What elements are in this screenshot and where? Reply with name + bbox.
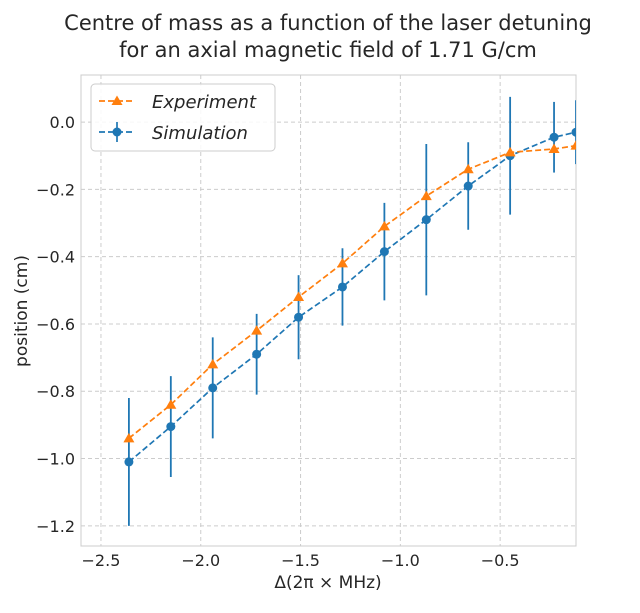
simulation-point: [421, 215, 431, 225]
x-tick-label: −2.0: [181, 551, 220, 570]
x-tick-label: −2.5: [82, 551, 121, 570]
simulation-point: [571, 127, 576, 137]
experiment-point: [548, 143, 560, 154]
plot-clipped: [123, 96, 576, 526]
simulation-point: [337, 282, 347, 292]
chart-title-line-1: Centre of mass as a function of the lase…: [64, 11, 592, 35]
experiment-series-line: [128, 144, 576, 440]
y-tick-label: 0.0: [50, 113, 75, 132]
y-tick-label: −1.0: [36, 450, 75, 469]
x-axis-ticks: −2.5 −2.0 −1.5 −1.0 −0.5: [82, 551, 520, 570]
simulation-point: [124, 457, 134, 467]
experiment-point: [207, 358, 219, 369]
simulation-point: [166, 422, 176, 432]
plot-frame: [80, 74, 577, 547]
legend-experiment-marker: [111, 95, 123, 105]
legend-box: [90, 83, 276, 152]
grid-lines: [81, 75, 576, 546]
legend: Experiment Simulation: [90, 83, 276, 152]
x-tick-label: −1.5: [281, 551, 320, 570]
y-axis-label: position (cm): [12, 255, 32, 367]
y-tick-label: −0.2: [36, 180, 75, 199]
simulation-point: [549, 132, 559, 142]
experiment-point: [123, 432, 135, 443]
experiment-point: [570, 140, 576, 150]
experiment-point: [462, 163, 474, 174]
experiment-point: [504, 146, 516, 157]
simulation-point: [463, 181, 473, 191]
x-tick-label: −0.5: [481, 551, 520, 570]
simulation-point: [294, 312, 304, 322]
experiment-point: [251, 325, 263, 335]
chart-title-line-2: for an axial magnetic field of 1.71 G/cm: [119, 38, 537, 62]
y-tick-label: −0.6: [36, 315, 75, 334]
simulation-point: [208, 383, 218, 393]
simulation-series-line: [128, 131, 576, 463]
simulation-point: [379, 247, 389, 257]
x-tick-label: −1.0: [381, 551, 420, 570]
y-axis-ticks: 0.0 −0.2 −0.4 −0.6 −0.8 −1.0 −1.2: [36, 113, 75, 536]
legend-simulation-label: Simulation: [152, 123, 248, 144]
experiment-point: [336, 257, 348, 268]
simulation-point: [252, 349, 262, 359]
legend-experiment-label: Experiment: [152, 92, 257, 113]
experiment-point: [420, 190, 432, 201]
experiment-point: [165, 399, 177, 409]
x-axis-label: Δ(2π × MHz): [274, 573, 381, 593]
y-tick-label: −0.4: [36, 248, 75, 267]
y-tick-label: −0.8: [36, 382, 75, 401]
chart-title: Centre of mass as a function of the lase…: [64, 11, 592, 62]
experiment-point: [378, 220, 390, 231]
legend-simulation-marker: [112, 127, 122, 137]
experiment-point: [293, 291, 305, 302]
y-tick-label: −1.2: [36, 517, 75, 536]
plot-area: [123, 96, 576, 526]
